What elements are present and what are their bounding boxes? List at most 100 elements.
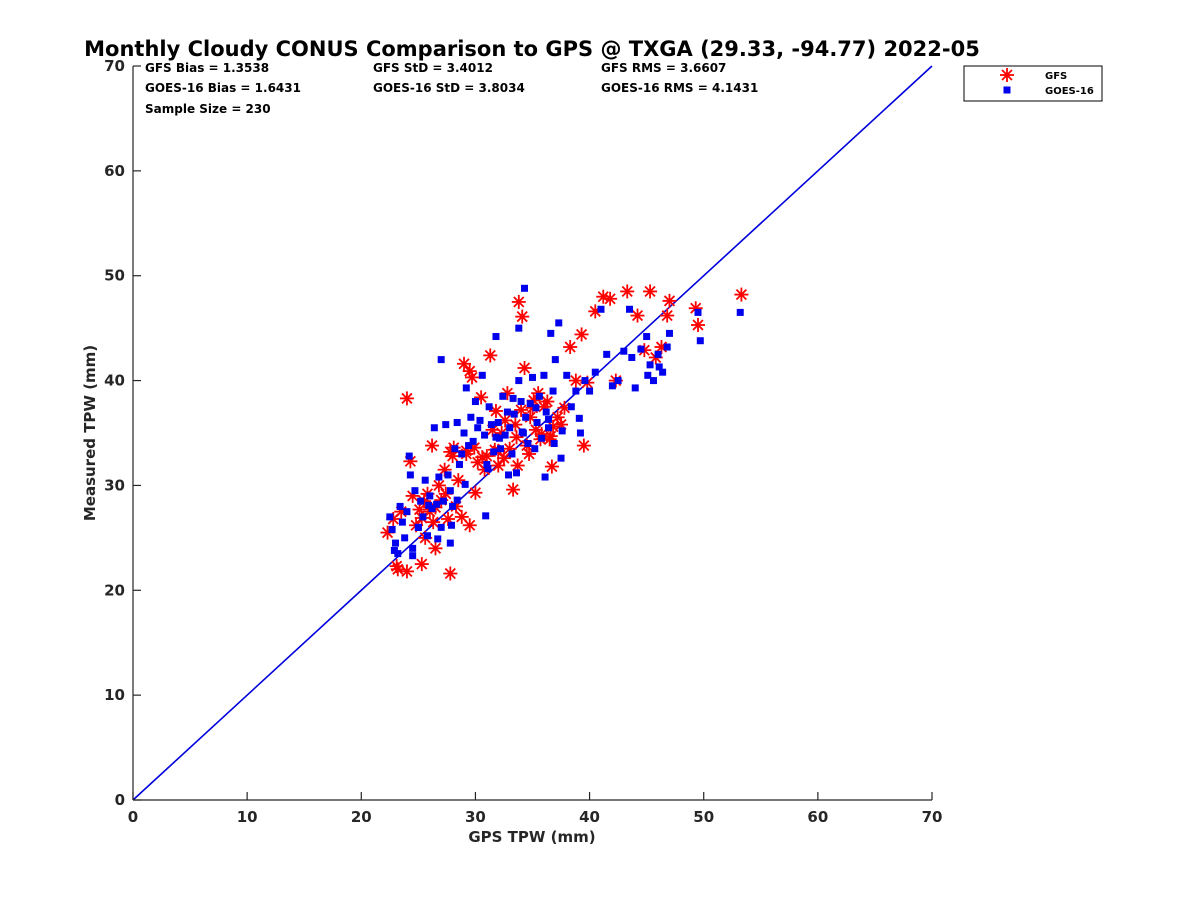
- goes-point: [526, 400, 534, 408]
- gfs-point: [399, 391, 414, 406]
- goes-point: [663, 343, 671, 351]
- plot-area: [132, 65, 933, 801]
- goes-point: [398, 518, 406, 526]
- axes: 0 10 20 30 40 50 60 70 0 10 20 30 40 50 60 70: [104, 57, 942, 826]
- chart-title: Monthly Cloudy CONUS Comparison to GPS @…: [84, 37, 980, 61]
- gfs-point: [515, 309, 530, 324]
- goes-point: [435, 473, 443, 481]
- goes-point: [437, 523, 445, 531]
- goes-point: [453, 496, 461, 504]
- gfs-point: [496, 451, 511, 466]
- goes-point: [591, 368, 599, 376]
- goes-point: [535, 392, 543, 400]
- gfs-point: [620, 284, 635, 299]
- goes-point: [513, 469, 521, 477]
- goes-point: [563, 371, 571, 379]
- goes-point: [444, 471, 452, 479]
- goes-point: [490, 448, 498, 456]
- gfs-point: [660, 308, 675, 323]
- goes-point: [423, 532, 431, 540]
- goes-point: [442, 421, 450, 429]
- goes-point: [643, 333, 651, 341]
- gfs-point: [568, 373, 583, 388]
- goes-point: [531, 445, 539, 453]
- goes-point: [447, 521, 455, 529]
- goes-point: [497, 445, 505, 453]
- x-tick-label: 70: [922, 808, 943, 826]
- goes-point: [532, 404, 540, 412]
- legend-gfs-marker-shape: [1000, 68, 1014, 82]
- goes-point: [421, 476, 429, 484]
- goes-point: [522, 413, 530, 421]
- goes-point: [538, 434, 546, 442]
- goes-point: [518, 428, 526, 436]
- goes-point: [476, 416, 484, 424]
- goes-point: [654, 350, 662, 358]
- goes-point: [567, 403, 575, 411]
- goes-point: [494, 419, 502, 427]
- gfs-point: [691, 317, 706, 332]
- gfs-point: [643, 284, 658, 299]
- y-axis-label: Measured TPW (mm): [81, 345, 99, 521]
- goes-point: [557, 454, 565, 462]
- y-tick-label: 60: [104, 162, 125, 180]
- goes-point: [515, 324, 523, 332]
- goes-point: [581, 377, 589, 385]
- goes-point: [503, 408, 511, 416]
- gfs-point: [390, 562, 405, 577]
- goes-point: [551, 356, 559, 364]
- gfs-point: [506, 482, 521, 497]
- x-tick-label: 20: [351, 808, 372, 826]
- goes-point: [603, 350, 611, 358]
- goes-point: [403, 508, 411, 516]
- goes-point: [524, 439, 532, 447]
- goes-point: [426, 492, 434, 500]
- legend-goes-marker-shape: [1003, 86, 1011, 94]
- goes-point: [495, 434, 503, 442]
- legend-goes-label: GOES-16: [1045, 86, 1094, 97]
- y-tick-label: 0: [115, 791, 125, 809]
- gfs-point: [510, 458, 525, 473]
- goes-point: [461, 480, 469, 488]
- gfs-point: [662, 293, 677, 308]
- gfs-point: [483, 348, 498, 363]
- goes-point: [467, 413, 475, 421]
- goes-point: [521, 284, 529, 292]
- goes-point: [437, 356, 445, 364]
- gfs-point: [576, 438, 591, 453]
- goes-point: [694, 308, 702, 316]
- goes-point: [417, 497, 425, 505]
- stat-goes-rms: GOES-16 RMS = 4.1431: [601, 81, 758, 95]
- x-tick-label: 10: [237, 808, 258, 826]
- goes-point: [409, 552, 417, 560]
- goes-point: [696, 337, 704, 345]
- goes-point: [484, 465, 492, 473]
- gfs-point: [428, 541, 443, 556]
- x-tick-label: 50: [693, 808, 714, 826]
- goes-point: [483, 460, 491, 468]
- y-tick-label: 20: [104, 581, 125, 599]
- gfs-point: [426, 515, 441, 530]
- goes-point: [637, 345, 645, 353]
- goes-point: [631, 384, 639, 392]
- x-tick-label: 60: [807, 808, 828, 826]
- goes-point: [469, 437, 477, 445]
- goes-point: [406, 471, 414, 479]
- gfs-point: [540, 394, 555, 409]
- goes-point: [575, 414, 583, 422]
- legend-box: [963, 65, 1103, 102]
- goes-point: [390, 546, 398, 554]
- goes-point: [478, 371, 486, 379]
- gfs-point: [475, 450, 490, 465]
- goes-point: [453, 419, 461, 427]
- goes-point: [439, 497, 447, 505]
- legend: GFS GOES-16: [963, 65, 1103, 102]
- goes-point: [485, 403, 493, 411]
- stat-goes-bias: GOES-16 Bias = 1.6431: [145, 81, 301, 95]
- gfs-point: [399, 564, 414, 579]
- goes-point: [465, 442, 473, 450]
- goes-point: [460, 429, 468, 437]
- goes-point: [414, 523, 422, 531]
- gfs-point: [511, 294, 526, 309]
- goes-point: [597, 305, 605, 313]
